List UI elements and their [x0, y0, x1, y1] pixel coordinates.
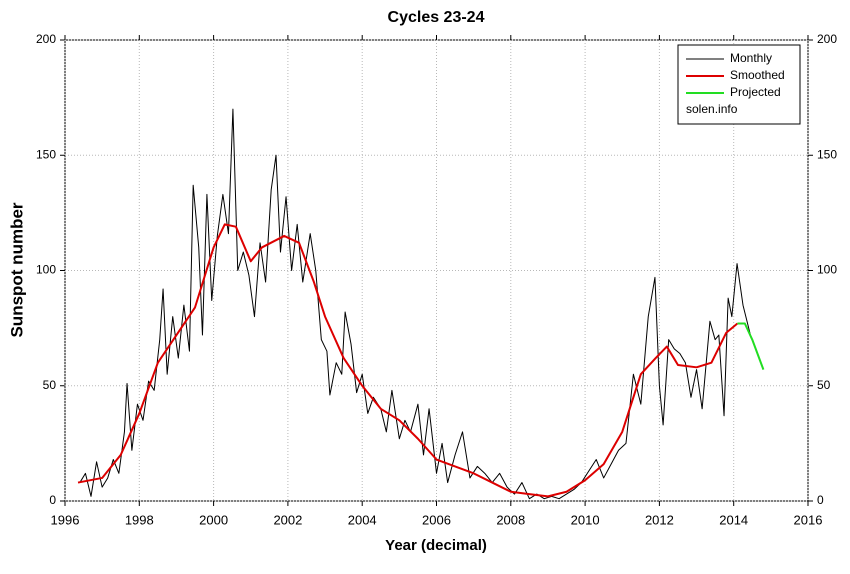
y2-tick-label: 0: [817, 493, 824, 507]
y2-tick-label: 150: [817, 147, 837, 161]
x-tick-label: 2016: [794, 512, 823, 527]
series-line: [77, 223, 739, 498]
y2-tick-label: 100: [817, 263, 837, 277]
y-tick-label: 0: [49, 493, 56, 507]
x-tick-label: 2010: [571, 512, 600, 527]
series-line: [79, 108, 751, 500]
y-tick-label: 50: [43, 378, 57, 392]
y-axis-label: Sunspot number: [7, 202, 26, 337]
legend-label: Smoothed: [730, 68, 785, 82]
series-line: [737, 322, 765, 370]
chart-title: Cycles 23-24: [388, 9, 485, 26]
x-tick-label: 2006: [422, 512, 451, 527]
y-tick-label: 200: [36, 32, 56, 46]
x-tick-label: 2014: [719, 512, 748, 527]
legend-box: [677, 44, 801, 125]
x-tick-label: 2004: [348, 512, 377, 527]
x-tick-label: 1996: [51, 512, 80, 527]
y-tick-label: 150: [36, 147, 56, 161]
y2-tick-label: 200: [817, 32, 837, 46]
x-tick-label: 1998: [125, 512, 154, 527]
legend-label: Monthly: [730, 51, 772, 65]
x-tick-label: 2000: [199, 512, 228, 527]
x-tick-label: 2008: [496, 512, 525, 527]
x-tick-label: 2012: [645, 512, 674, 527]
y2-tick-label: 50: [817, 378, 831, 392]
x-axis-label: Year (decimal): [385, 537, 487, 554]
annotation: solen.info: [686, 102, 738, 116]
legend-label: Projected: [730, 85, 781, 99]
y-tick-label: 100: [36, 263, 56, 277]
x-tick-label: 2002: [273, 512, 302, 527]
